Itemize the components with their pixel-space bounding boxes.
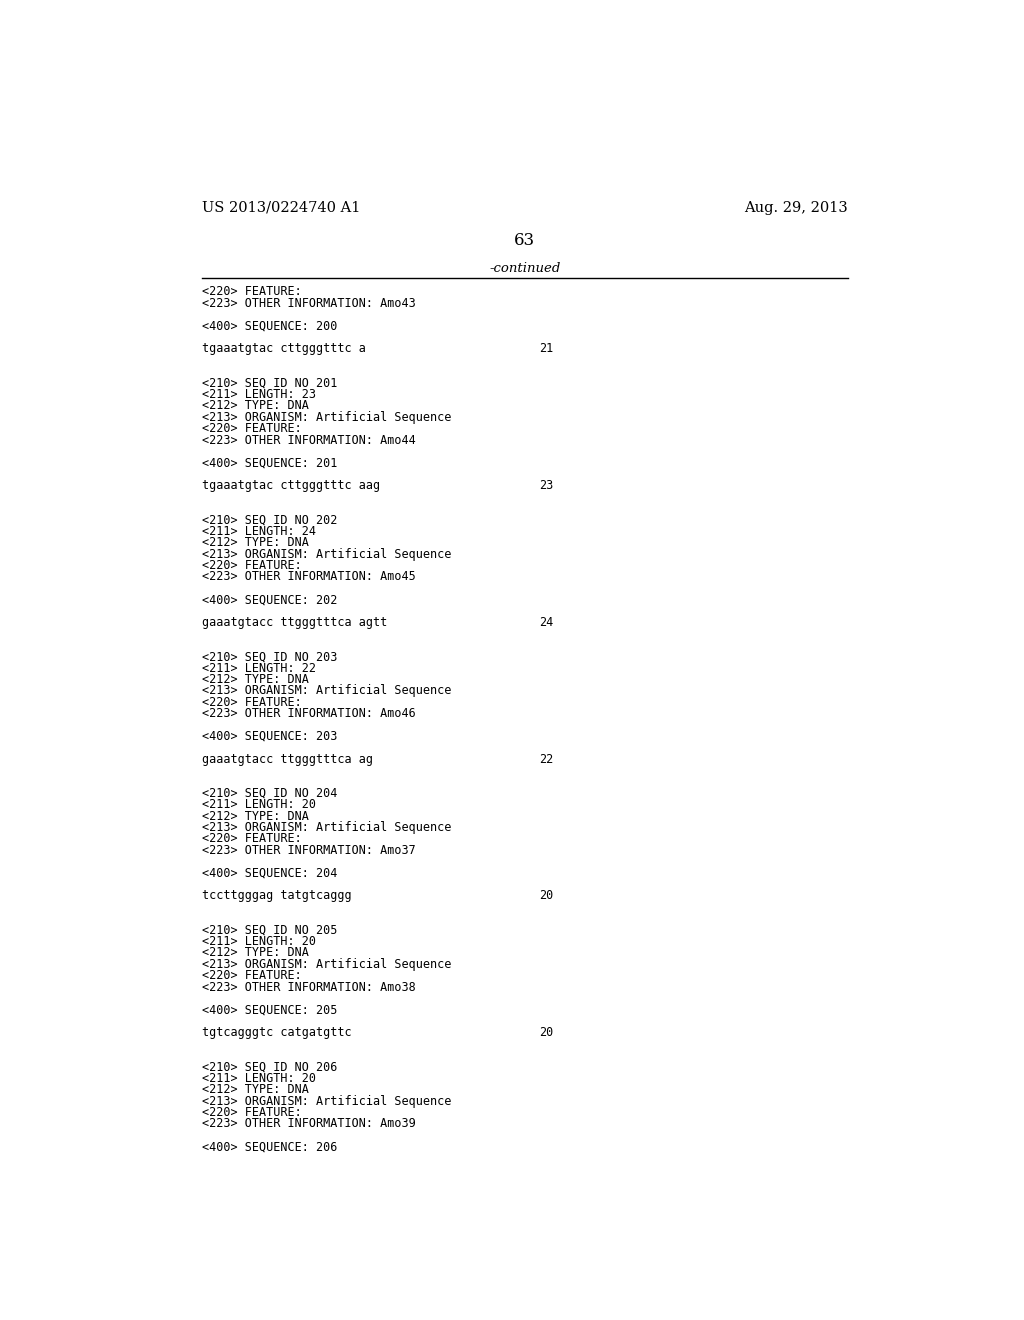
Text: 21: 21: [539, 342, 553, 355]
Text: <400> SEQUENCE: 205: <400> SEQUENCE: 205: [202, 1003, 337, 1016]
Text: <220> FEATURE:: <220> FEATURE:: [202, 558, 301, 572]
Text: <210> SEQ ID NO 201: <210> SEQ ID NO 201: [202, 376, 337, 389]
Text: <213> ORGANISM: Artificial Sequence: <213> ORGANISM: Artificial Sequence: [202, 1094, 451, 1107]
Text: <210> SEQ ID NO 204: <210> SEQ ID NO 204: [202, 787, 337, 800]
Text: <213> ORGANISM: Artificial Sequence: <213> ORGANISM: Artificial Sequence: [202, 684, 451, 697]
Text: <400> SEQUENCE: 200: <400> SEQUENCE: 200: [202, 319, 337, 333]
Text: tgaaatgtac cttgggtttc a: tgaaatgtac cttgggtttc a: [202, 342, 366, 355]
Text: <223> OTHER INFORMATION: Amo45: <223> OTHER INFORMATION: Amo45: [202, 570, 416, 583]
Text: Aug. 29, 2013: Aug. 29, 2013: [744, 201, 848, 215]
Text: <212> TYPE: DNA: <212> TYPE: DNA: [202, 673, 308, 686]
Text: <211> LENGTH: 20: <211> LENGTH: 20: [202, 1072, 315, 1085]
Text: <223> OTHER INFORMATION: Amo44: <223> OTHER INFORMATION: Amo44: [202, 433, 416, 446]
Text: <223> OTHER INFORMATION: Amo43: <223> OTHER INFORMATION: Amo43: [202, 297, 416, 310]
Text: <220> FEATURE:: <220> FEATURE:: [202, 422, 301, 436]
Text: <212> TYPE: DNA: <212> TYPE: DNA: [202, 536, 308, 549]
Text: 24: 24: [539, 616, 553, 628]
Text: <213> ORGANISM: Artificial Sequence: <213> ORGANISM: Artificial Sequence: [202, 548, 451, 561]
Text: 20: 20: [539, 890, 553, 903]
Text: <223> OTHER INFORMATION: Amo37: <223> OTHER INFORMATION: Amo37: [202, 843, 416, 857]
Text: <223> OTHER INFORMATION: Amo39: <223> OTHER INFORMATION: Amo39: [202, 1117, 416, 1130]
Text: <400> SEQUENCE: 202: <400> SEQUENCE: 202: [202, 593, 337, 606]
Text: tccttgggag tatgtcaggg: tccttgggag tatgtcaggg: [202, 890, 351, 903]
Text: <212> TYPE: DNA: <212> TYPE: DNA: [202, 1084, 308, 1096]
Text: <211> LENGTH: 22: <211> LENGTH: 22: [202, 661, 315, 675]
Text: <210> SEQ ID NO 202: <210> SEQ ID NO 202: [202, 513, 337, 527]
Text: <210> SEQ ID NO 203: <210> SEQ ID NO 203: [202, 651, 337, 663]
Text: <211> LENGTH: 20: <211> LENGTH: 20: [202, 799, 315, 812]
Text: gaaatgtacc ttgggtttca agtt: gaaatgtacc ttgggtttca agtt: [202, 616, 387, 628]
Text: 63: 63: [514, 231, 536, 248]
Text: <211> LENGTH: 24: <211> LENGTH: 24: [202, 525, 315, 537]
Text: <212> TYPE: DNA: <212> TYPE: DNA: [202, 946, 308, 960]
Text: <220> FEATURE:: <220> FEATURE:: [202, 1106, 301, 1119]
Text: tgtcagggtc catgatgttc: tgtcagggtc catgatgttc: [202, 1026, 351, 1039]
Text: 22: 22: [539, 752, 553, 766]
Text: <400> SEQUENCE: 201: <400> SEQUENCE: 201: [202, 457, 337, 470]
Text: <211> LENGTH: 23: <211> LENGTH: 23: [202, 388, 315, 401]
Text: <210> SEQ ID NO 205: <210> SEQ ID NO 205: [202, 924, 337, 937]
Text: <220> FEATURE:: <220> FEATURE:: [202, 696, 301, 709]
Text: <213> ORGANISM: Artificial Sequence: <213> ORGANISM: Artificial Sequence: [202, 821, 451, 834]
Text: <223> OTHER INFORMATION: Amo38: <223> OTHER INFORMATION: Amo38: [202, 981, 416, 994]
Text: <400> SEQUENCE: 203: <400> SEQUENCE: 203: [202, 730, 337, 743]
Text: 20: 20: [539, 1026, 553, 1039]
Text: <220> FEATURE:: <220> FEATURE:: [202, 969, 301, 982]
Text: <212> TYPE: DNA: <212> TYPE: DNA: [202, 400, 308, 412]
Text: <213> ORGANISM: Artificial Sequence: <213> ORGANISM: Artificial Sequence: [202, 411, 451, 424]
Text: <223> OTHER INFORMATION: Amo46: <223> OTHER INFORMATION: Amo46: [202, 708, 416, 721]
Text: <210> SEQ ID NO 206: <210> SEQ ID NO 206: [202, 1060, 337, 1073]
Text: <400> SEQUENCE: 204: <400> SEQUENCE: 204: [202, 867, 337, 879]
Text: 23: 23: [539, 479, 553, 492]
Text: <220> FEATURE:: <220> FEATURE:: [202, 833, 301, 845]
Text: <400> SEQUENCE: 206: <400> SEQUENCE: 206: [202, 1140, 337, 1154]
Text: gaaatgtacc ttgggtttca ag: gaaatgtacc ttgggtttca ag: [202, 752, 373, 766]
Text: <213> ORGANISM: Artificial Sequence: <213> ORGANISM: Artificial Sequence: [202, 958, 451, 970]
Text: <212> TYPE: DNA: <212> TYPE: DNA: [202, 809, 308, 822]
Text: -continued: -continued: [489, 263, 560, 276]
Text: tgaaatgtac cttgggtttc aag: tgaaatgtac cttgggtttc aag: [202, 479, 380, 492]
Text: US 2013/0224740 A1: US 2013/0224740 A1: [202, 201, 360, 215]
Text: <220> FEATURE:: <220> FEATURE:: [202, 285, 301, 298]
Text: <211> LENGTH: 20: <211> LENGTH: 20: [202, 935, 315, 948]
